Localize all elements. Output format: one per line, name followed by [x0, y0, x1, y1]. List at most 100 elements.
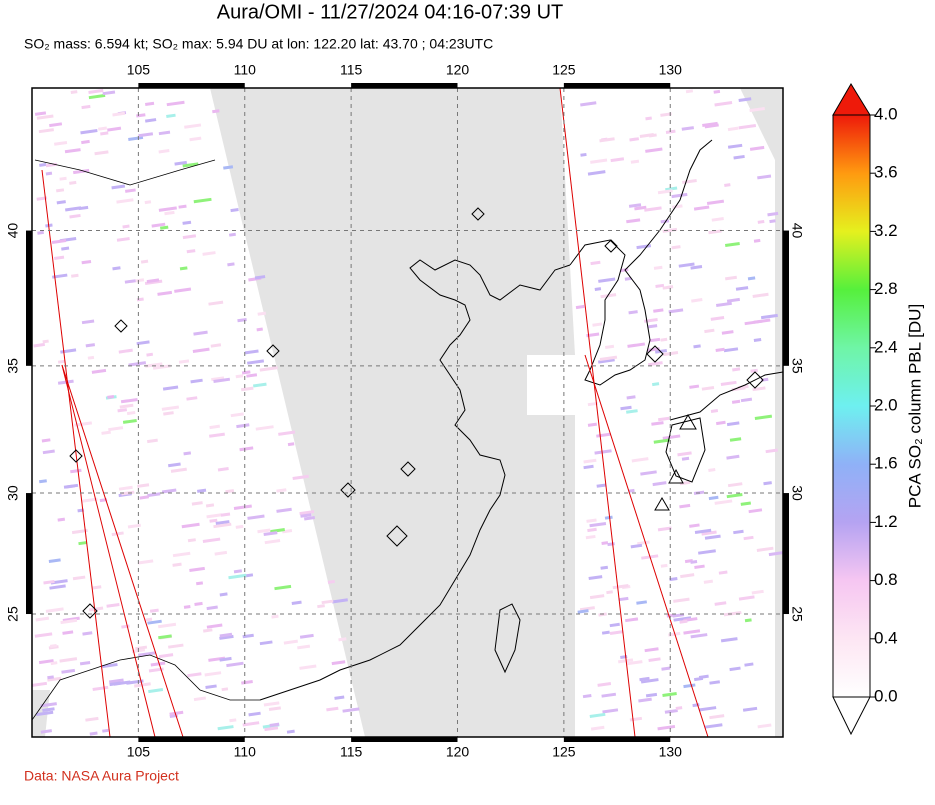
swath-pixel	[108, 426, 124, 432]
swath-pixel	[137, 483, 150, 488]
swath-pixel	[182, 220, 192, 225]
swath-pixel	[638, 697, 652, 703]
swath-pixel	[48, 558, 61, 563]
colorbar-extend-min	[832, 696, 871, 736]
lat-tick-label: 40	[789, 223, 805, 239]
swath-pixel	[317, 604, 325, 609]
swath-pixel	[107, 126, 122, 132]
swath-pixel	[149, 608, 159, 613]
swath-pixel	[136, 340, 150, 346]
lat-tick-label: 35	[5, 358, 21, 374]
swath-pixel	[215, 520, 230, 525]
swath-pixel	[645, 116, 652, 121]
colorbar-tick-label: 2.8	[874, 279, 898, 298]
swath-pixel	[257, 528, 271, 534]
swath-pixel	[225, 489, 235, 494]
swath-pixel	[45, 607, 64, 613]
volcano-marker	[746, 371, 764, 389]
swath-pixel	[182, 234, 197, 240]
swath-pixel	[94, 150, 109, 156]
swath-pixel	[582, 694, 592, 699]
swath-pixel	[586, 518, 597, 523]
swath-pixel	[577, 609, 589, 614]
swath-pixel	[743, 535, 754, 541]
swath-pixel	[757, 174, 772, 180]
swath-pixel	[59, 176, 67, 181]
swath-pixel	[620, 405, 632, 411]
swath-pixel	[671, 245, 681, 250]
swath-pixel	[241, 679, 253, 685]
swath-pixel	[625, 617, 639, 623]
swath-pixel	[716, 301, 732, 307]
swath-pixel	[618, 596, 629, 602]
swath-pixel	[760, 313, 778, 320]
swath-pixel	[636, 600, 648, 605]
lon-tick-label: 110	[234, 62, 257, 78]
swath-pixel	[91, 368, 107, 374]
swath-pixel	[691, 298, 703, 303]
swath-pixel	[600, 565, 609, 570]
swath-pixel	[158, 149, 170, 154]
swath-pixel	[744, 319, 763, 326]
swath-pixel	[630, 543, 643, 549]
swath-pixel	[178, 204, 187, 209]
swath-pixel	[205, 503, 215, 508]
swath-pixel	[127, 523, 141, 529]
swath-pixel	[587, 527, 597, 533]
swath-pixel	[206, 605, 218, 611]
swath-pixel	[42, 339, 49, 344]
swath-pixel	[714, 601, 727, 606]
swath-pixel	[179, 266, 188, 271]
swath-pixel	[227, 262, 235, 267]
swath-pixel	[189, 566, 205, 572]
swath-pixel	[740, 501, 752, 506]
lon-tick-label: 120	[446, 744, 470, 760]
lon-tick-label: 110	[234, 744, 257, 760]
swath-pixel	[229, 232, 236, 237]
swath-pixel	[174, 287, 192, 293]
swath-pixel	[85, 716, 99, 722]
swath-pixel	[247, 359, 265, 365]
swath-pixel	[590, 158, 608, 164]
swath-pixel	[710, 409, 719, 413]
swath-pixel	[689, 523, 700, 528]
swath-pixel	[242, 721, 260, 727]
swath-pixel	[157, 290, 173, 296]
swath-pixel	[166, 100, 185, 107]
swath-pixel	[213, 522, 232, 529]
swath-pixel	[145, 362, 163, 368]
swath-pixel	[626, 409, 638, 414]
border	[34, 159, 216, 186]
swath-pixel	[70, 468, 82, 474]
swath-pixel	[647, 361, 663, 367]
swath-pixel	[599, 355, 618, 361]
swath-pixel	[100, 131, 109, 136]
swath-pixel	[183, 451, 192, 456]
swath-pixel	[254, 275, 266, 280]
coastline	[669, 371, 784, 421]
swath-pixel	[657, 189, 673, 195]
swath-pixel	[744, 618, 752, 623]
swath-pixel	[57, 517, 66, 522]
swath-pixel	[181, 522, 200, 529]
swath-pixel	[206, 513, 222, 519]
swath-pixel	[668, 631, 681, 637]
swath-pixel	[765, 448, 778, 454]
lon-tick-label: 115	[340, 62, 363, 78]
swath-pixel	[158, 653, 174, 659]
swath-pixel	[594, 449, 612, 455]
swath-pixel	[645, 147, 663, 153]
volcano-marker	[114, 319, 128, 333]
orbit-line	[61, 364, 184, 738]
swath-pixel	[172, 551, 191, 558]
swath-pixel	[219, 592, 228, 597]
swath-pixel	[709, 714, 725, 720]
swath-pixel	[720, 380, 737, 386]
colorbar-tick-label: 3.2	[874, 221, 898, 240]
swath-pixel	[147, 619, 162, 625]
swath-pixel	[625, 660, 643, 666]
swath-pixel	[769, 219, 776, 224]
swath-pixel	[274, 584, 292, 591]
swath-pixel	[235, 524, 244, 529]
swath-pixel	[662, 434, 681, 440]
